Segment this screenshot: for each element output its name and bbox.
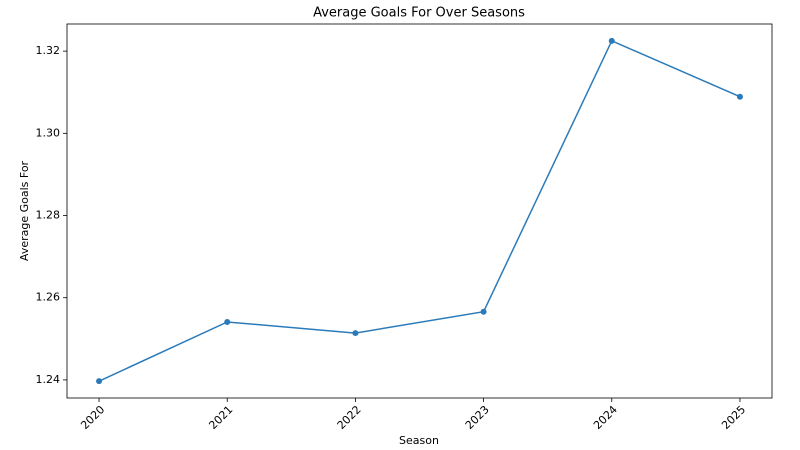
x-tick-label: 2025 [719,403,748,432]
plot-frame [66,23,773,399]
x-tick-label: 2024 [591,403,620,432]
y-tick-label: 1.26 [36,291,61,304]
x-tick-label: 2023 [463,403,492,432]
y-tick-label: 1.28 [36,209,61,222]
y-tick-label: 1.32 [36,44,61,57]
y-tick-label: 1.30 [36,126,61,139]
chart-title: Average Goals For Over Seasons [313,6,525,21]
line [98,39,741,382]
point [736,93,743,100]
point [96,378,103,385]
x-tick-label: 2022 [335,403,364,432]
y-axis-label: Average Goals For [18,160,31,261]
point [352,330,359,337]
point [480,308,487,315]
y-tick-label: 1.24 [36,373,61,386]
point [608,37,615,44]
x-tick-label: 2021 [206,403,235,432]
x-tick-label: 2020 [78,403,107,432]
x-axis-label: Season [399,434,439,447]
point [224,318,231,325]
